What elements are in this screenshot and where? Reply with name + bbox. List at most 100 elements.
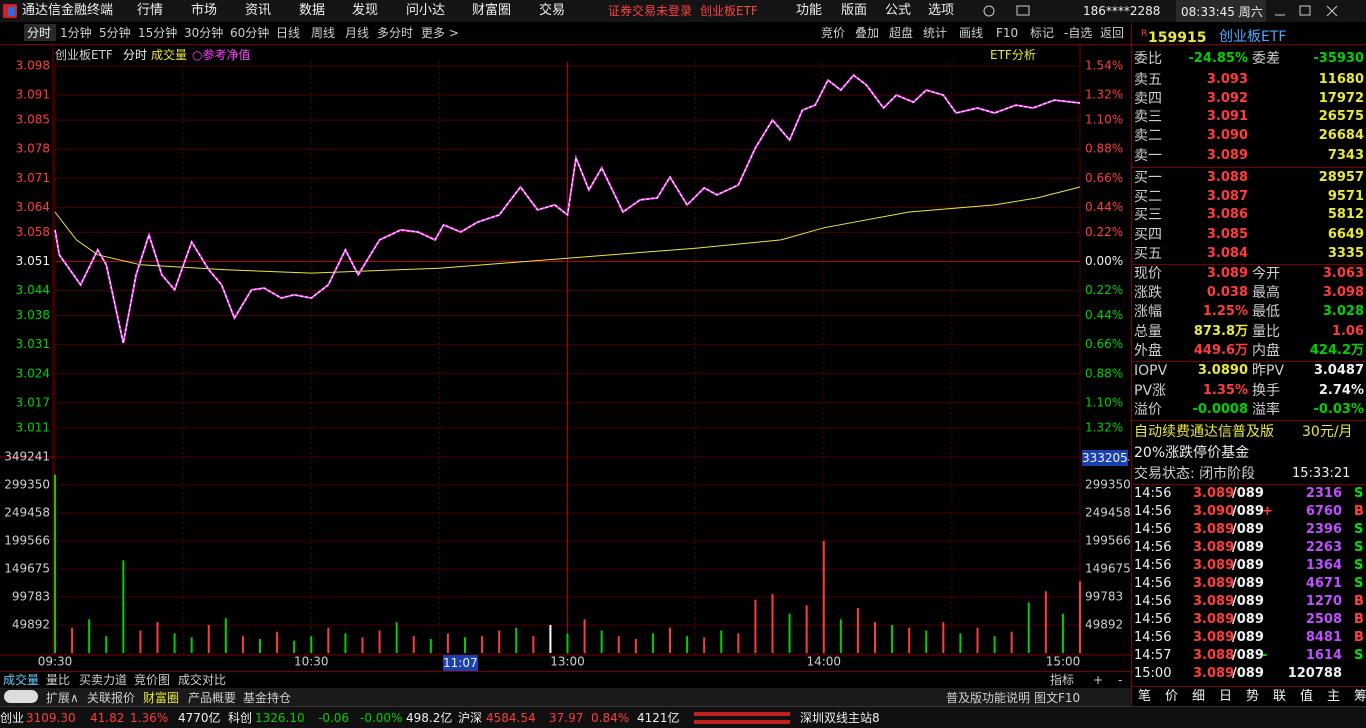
panel-tab[interactable]: 势 [1246,689,1260,704]
tool-button[interactable]: 画线 [959,26,984,40]
menu-item[interactable]: 问小达 [406,3,446,18]
iopv-value: 3.0487 [1313,363,1364,378]
menu-item[interactable]: 资讯 [245,3,272,18]
volume-bar [173,633,176,653]
volume-bar [412,636,415,653]
indicator-tool[interactable]: 指标 [1050,673,1075,687]
menu-item[interactable]: 选项 [928,3,955,18]
indicator-tool[interactable]: - [1118,673,1123,687]
menu-item[interactable]: 发现 [352,3,379,18]
tool-button[interactable]: 超盘 [889,26,914,40]
panel-tab[interactable]: 细 [1192,689,1206,704]
volume-bar [874,622,876,653]
indicator-tool[interactable]: + [1093,673,1104,687]
menu-item[interactable]: 交易 [539,3,566,18]
refresh-icon[interactable] [983,5,995,17]
restore-icon[interactable] [1299,5,1311,16]
index-pct: 1.36% [130,711,169,725]
info-tab[interactable]: 产品概要 [188,691,237,705]
volume-tick-label: 299350 [1085,477,1131,491]
period-tab[interactable]: 30分钟 [184,26,224,40]
trade-price: 3.089 [1193,594,1235,609]
panel-tab[interactable]: 价 [1165,689,1179,704]
menu-item[interactable]: 市场 [191,3,218,18]
period-tab[interactable]: 分时 [27,26,52,40]
etf-analysis[interactable]: ETF分析 [990,48,1036,62]
indicator-tab[interactable]: 竞价图 [134,673,171,687]
period-tab[interactable]: 更多 > [421,26,459,40]
tool-button[interactable]: 标记 [1030,26,1055,40]
panel-tab[interactable]: 主 [1327,689,1341,704]
pct-tick-label: 1.54% [1085,59,1123,73]
volume-tick-label: 199566 [1085,534,1131,548]
order-ratio-label: 委比 [1134,51,1162,67]
period-tab[interactable]: 5分钟 [99,26,131,40]
panel-tab[interactable]: 值 [1300,689,1314,704]
login-notice[interactable]: 证券交易未登录 [608,4,693,18]
stat-value: 0.038 [1206,285,1248,300]
trade-time: 14:56 [1134,486,1172,501]
period-tab[interactable]: 日线 [276,26,301,40]
menu-item[interactable]: 行情 [137,3,164,18]
tool-button[interactable]: F10 [996,26,1019,40]
menu-item[interactable]: 版面 [841,3,868,18]
info-tab[interactable]: 扩展∧ [46,691,79,705]
volume-bar [498,630,501,653]
volume-bar [737,633,740,653]
info-tab[interactable]: 关联报价 [87,691,136,705]
legend-nav[interactable]: ○参考净值 [192,48,251,62]
trade-price: 3.089 [1193,540,1235,555]
volume-bar [361,637,364,653]
indicator-tab[interactable]: 买卖力道 [79,673,128,687]
trade-price-suffix: /089 [1232,540,1264,555]
menu-item[interactable]: 数据 [299,3,326,18]
period-tab[interactable]: 1分钟 [60,26,92,40]
mail-icon[interactable] [1016,5,1030,16]
volume-bar [310,636,313,653]
tool-button[interactable]: 叠加 [855,26,880,40]
panel-tab[interactable]: 日 [1219,689,1233,704]
ad-price[interactable]: 30元/月 [1302,424,1353,440]
info-link[interactable]: 普及版功能说明 [946,691,1031,705]
period-tab[interactable]: 月线 [345,26,370,40]
period-tab[interactable]: 15分钟 [138,26,178,40]
period-tab[interactable]: 周线 [311,26,336,40]
trade-time: 14:56 [1134,630,1172,645]
menu-item[interactable]: 功能 [796,3,823,18]
volume-bar [600,630,603,653]
y-tick-label: 3.058 [16,225,50,239]
intraday-chart: 3.098 1.54% 3.091 1.32% 3.085 1.10% 3.078 0.88%… [0,44,1131,669]
pct-tick-label: 0.66% [1085,171,1123,185]
period-tab[interactable]: 60分钟 [230,26,270,40]
indicator-tab[interactable]: 量比 [46,673,71,687]
tool-button[interactable]: -自选 [1064,26,1093,40]
stat-value: 3.063 [1322,266,1364,281]
panel-tab[interactable]: 联 [1273,689,1287,704]
y-tick-label: 3.051 [16,254,50,268]
indicator-tab[interactable]: 成交量 [3,673,40,687]
menu-item[interactable]: 财富圈 [472,3,512,18]
trade-status-time: 15:33:21 [1292,466,1351,481]
close-icon[interactable] [1326,5,1338,17]
panel-tab[interactable]: 筹 [1354,689,1366,704]
cursor-volume: 333205 [1082,450,1128,466]
info-tab[interactable]: 基金持仓 [243,691,292,705]
period-tab[interactable]: 多分时 [377,26,414,40]
trade-mark: - [1262,648,1268,663]
trade-price-suffix: /089 [1232,576,1264,591]
indicator-tab[interactable]: 成交对比 [178,673,227,687]
menu-item[interactable]: 公式 [885,3,912,18]
toggle-switch[interactable] [4,690,38,703]
info-tab[interactable]: 财富圈 [143,691,180,705]
tool-button[interactable]: 返回 [1100,26,1125,40]
ask-price: 3.093 [1206,72,1248,87]
info-link[interactable]: 图文F10 [1034,691,1081,705]
panel-tab[interactable]: 笔 [1138,689,1152,704]
tool-button[interactable]: 竞价 [821,26,846,40]
tool-button[interactable]: 统计 [923,26,948,40]
ad-banner[interactable]: 自动续费通达信普及版 [1134,424,1274,440]
volume-tick-label: 49892 [12,617,50,631]
trade-volume: 1614 [1305,648,1342,663]
trade-side: S [1354,648,1364,663]
y-tick-label: 3.064 [16,200,50,214]
